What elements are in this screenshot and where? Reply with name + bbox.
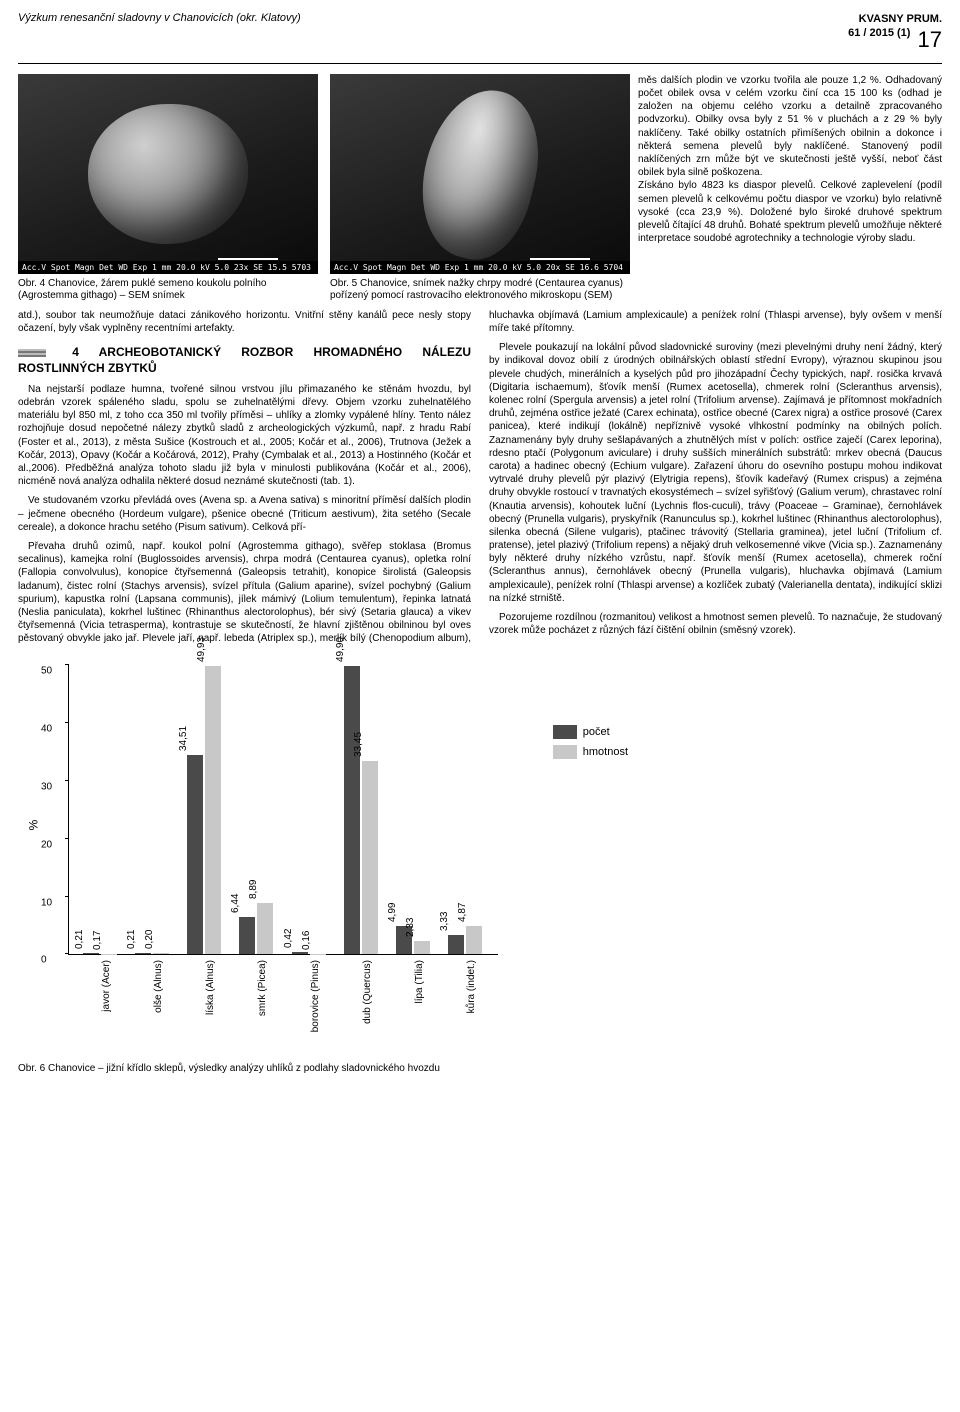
left-p3: Ve studovaném vzorku převládá oves (Aven… — [18, 494, 471, 534]
scale-bar-1 — [218, 258, 278, 260]
bar-mass — [257, 903, 273, 954]
journal-block: KVASNY PRUM. 61 / 2015 (1) 17 — [848, 12, 942, 55]
y-tick-line — [65, 953, 69, 954]
sem-caption-1: Obr. 4 Chanovice, žárem puklé semeno kou… — [18, 278, 318, 303]
sem-meta-2: Acc.V Spot Magn Det WD Exp 1 mm 20.0 kV … — [330, 261, 630, 274]
x-category-label: javor (Acer) — [101, 960, 112, 1012]
legend-item-count: počet — [553, 725, 628, 739]
sem-specimen-1 — [88, 104, 248, 244]
bar-value-label: 33,45 — [353, 732, 364, 757]
y-axis-label: % — [26, 820, 40, 831]
bar-value-label: 0,16 — [301, 930, 312, 949]
chart-caption: Obr. 6 Chanovice – jižní křídlo sklepů, … — [18, 1063, 942, 1074]
legend-item-mass: hmotnost — [553, 745, 628, 759]
x-category-label: olše (Alnus) — [153, 960, 164, 1013]
bar-value-label: 0,21 — [126, 930, 137, 949]
bar-count — [448, 935, 464, 954]
bar-count — [292, 952, 308, 954]
y-tick-line — [65, 780, 69, 781]
x-category-label: kůra (indet.) — [466, 960, 477, 1013]
x-category-label: borovice (Pinus) — [310, 960, 321, 1032]
left-p2: Na nejstarší podlaze humna, tvořené siln… — [18, 383, 471, 489]
bar-count — [344, 666, 360, 954]
running-title: Výzkum renesanční sladovny v Chanovicích… — [18, 12, 301, 24]
right-intro-block: měs dalších plodin ve vzorku tvořila ale… — [638, 74, 942, 245]
legend-label-count: počet — [583, 726, 610, 738]
y-tick: 20 — [41, 839, 52, 850]
bar-chart: % 0,210,17javor (Acer)0,210,20olše (Alnu… — [18, 655, 638, 995]
legend: počet hmotnost — [553, 725, 628, 765]
swatch-light — [553, 745, 577, 759]
bar-value-label: 6,44 — [230, 894, 241, 913]
bar-value-label: 49,90 — [335, 637, 346, 662]
chart-figure-6: % 0,21 0,17 javor (Acer) 0,21 0,20 olše (Alnu… — [18, 655, 942, 1074]
bar-value-label: 0,20 — [144, 930, 155, 949]
sem-caption-2: Obr. 5 Chanovice, snímek nažky chrpy mod… — [330, 278, 630, 303]
bar-count — [187, 755, 203, 954]
y-tick-line — [65, 664, 69, 665]
sem-fig-4: Acc.V Spot Magn Det WD Exp 1 mm 20.0 kV … — [18, 74, 318, 303]
bar-value-label: 0,42 — [283, 929, 294, 948]
bar-mass — [414, 941, 430, 954]
right-intro-p1: měs dalších plodin ve vzorku tvořila ale… — [638, 74, 942, 180]
sem-figure-row: Acc.V Spot Magn Det WD Exp 1 mm 20.0 kV … — [18, 74, 622, 303]
y-tick-line — [65, 896, 69, 897]
right-intro-p2: Získáno bylo 4823 ks diaspor plevelů. Ce… — [638, 179, 942, 245]
header-rule — [18, 63, 942, 64]
journal-name: KVASNY PRUM. — [848, 12, 942, 26]
y-tick-line — [65, 838, 69, 839]
sem-image-2: Acc.V Spot Magn Det WD Exp 1 mm 20.0 kV … — [330, 74, 630, 274]
col2-p2: Plevele poukazují na lokální původ slado… — [489, 341, 942, 605]
bar-value-label: 0,21 — [74, 930, 85, 949]
x-category-label: lípa (Tilia) — [414, 960, 425, 1004]
bar-value-label: 49,93 — [196, 637, 207, 662]
bar-mass — [466, 926, 482, 954]
bar-value-label: 34,51 — [178, 726, 189, 751]
sem-fig-5: Acc.V Spot Magn Det WD Exp 1 mm 20.0 kV … — [330, 74, 630, 303]
bar-value-label: 2,33 — [405, 918, 416, 937]
bar-mass — [310, 954, 326, 955]
bar-mass — [101, 954, 117, 955]
sem-specimen-2 — [406, 78, 554, 270]
y-tick-line — [65, 722, 69, 723]
bar-mass — [153, 953, 169, 954]
y-tick: 30 — [41, 782, 52, 793]
bar-value-label: 4,99 — [387, 902, 398, 921]
left-p1: atd.), soubor tak neumožňuje dataci záni… — [18, 309, 471, 335]
scale-bar-2 — [530, 258, 590, 260]
x-category-label: líska (Alnus) — [205, 960, 216, 1015]
y-tick: 0 — [41, 955, 47, 966]
body-text: atd.), soubor tak neumožňuje dataci záni… — [18, 309, 942, 646]
sem-image-1: Acc.V Spot Magn Det WD Exp 1 mm 20.0 kV … — [18, 74, 318, 274]
swatch-dark — [553, 725, 577, 739]
bar-value-label: 0,17 — [92, 930, 103, 949]
page-number: 17 — [918, 26, 942, 55]
y-tick: 50 — [41, 666, 52, 677]
chart-axes: 0,210,17javor (Acer)0,210,20olše (Alnus)… — [68, 665, 498, 955]
bar-value-label: 8,89 — [248, 880, 259, 899]
section-heading-text: 4 ARCHEOBOTANICKÝ ROZBOR HROMADNÉHO NÁLE… — [18, 345, 471, 375]
legend-label-mass: hmotnost — [583, 746, 628, 758]
y-tick: 10 — [41, 897, 52, 908]
bar-value-label: 4,87 — [457, 903, 468, 922]
volume: 61 / 2015 (1) — [848, 27, 910, 39]
bars-container: 0,210,17javor (Acer)0,210,20olše (Alnus)… — [69, 665, 498, 954]
bar-mass — [205, 666, 221, 955]
sem-meta-1: Acc.V Spot Magn Det WD Exp 1 mm 20.0 kV … — [18, 261, 318, 274]
bar-count — [83, 953, 99, 954]
y-tick: 40 — [41, 724, 52, 735]
x-category-label: dub (Quercus) — [362, 960, 373, 1024]
bar-count — [239, 917, 255, 954]
bar-mass — [362, 761, 378, 954]
x-category-label: smrk (Picea) — [257, 960, 268, 1016]
col2-p3: Pozorujeme rozdílnou (rozmanitou) veliko… — [489, 611, 942, 637]
section-heading: 4 ARCHEOBOTANICKÝ ROZBOR HROMADNÉHO NÁLE… — [18, 345, 471, 377]
bar-value-label: 3,33 — [439, 912, 450, 931]
page-header: Výzkum renesanční sladovny v Chanovicích… — [18, 12, 942, 55]
bar-count — [135, 953, 151, 954]
section-bar-icon — [18, 349, 46, 357]
